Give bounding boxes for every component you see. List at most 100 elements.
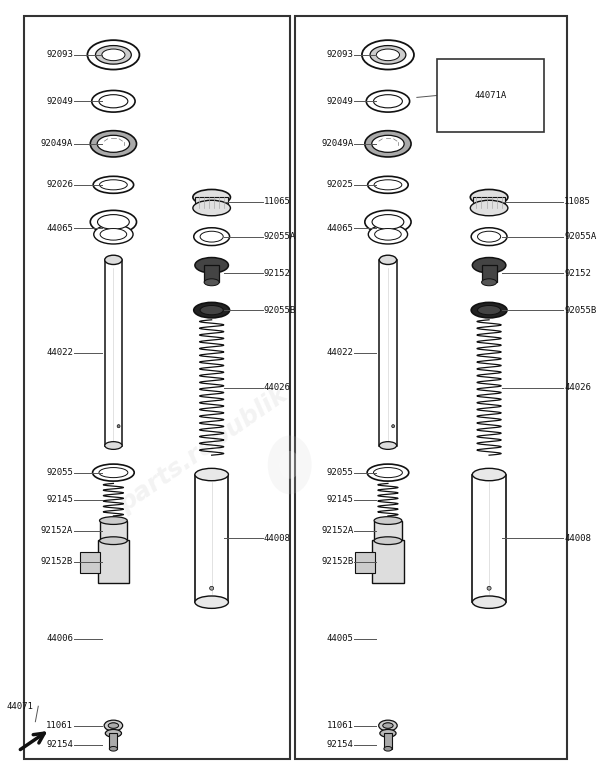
Bar	[204, 265, 219, 282]
Text: 92049: 92049	[46, 97, 73, 105]
Bar	[24, 16, 290, 759]
Ellipse shape	[200, 305, 223, 315]
Text: 92093: 92093	[326, 50, 353, 60]
Text: 92145: 92145	[326, 495, 353, 505]
Ellipse shape	[373, 95, 403, 108]
Ellipse shape	[372, 215, 404, 229]
Text: 92145: 92145	[46, 495, 73, 505]
Ellipse shape	[365, 210, 411, 233]
Ellipse shape	[99, 95, 128, 108]
Bar	[372, 540, 404, 583]
Ellipse shape	[472, 596, 506, 608]
Bar	[482, 265, 497, 282]
Ellipse shape	[195, 257, 229, 273]
Ellipse shape	[92, 464, 134, 481]
Text: 92026: 92026	[46, 181, 73, 189]
Ellipse shape	[100, 229, 127, 240]
Text: 44026: 44026	[263, 383, 290, 392]
Ellipse shape	[384, 746, 392, 751]
Text: 92049: 92049	[326, 97, 353, 105]
Bar	[374, 521, 402, 541]
Bar	[100, 521, 127, 541]
Text: 92152B: 92152B	[41, 557, 73, 566]
Text: 44022: 44022	[46, 348, 73, 357]
Ellipse shape	[106, 729, 121, 737]
Ellipse shape	[95, 46, 131, 64]
Ellipse shape	[470, 189, 508, 205]
Ellipse shape	[362, 40, 414, 70]
Ellipse shape	[374, 517, 402, 525]
Text: 44005: 44005	[326, 635, 353, 643]
Text: 11061: 11061	[326, 721, 353, 730]
Ellipse shape	[109, 746, 118, 751]
Text: 44065: 44065	[46, 224, 73, 232]
Ellipse shape	[383, 723, 392, 728]
Bar	[355, 552, 375, 574]
Ellipse shape	[104, 720, 122, 731]
Text: 11065: 11065	[263, 198, 290, 206]
Ellipse shape	[372, 136, 404, 153]
Text: 44065: 44065	[326, 224, 353, 232]
Circle shape	[268, 436, 311, 494]
Text: 92154: 92154	[46, 740, 73, 749]
Ellipse shape	[478, 305, 500, 315]
Ellipse shape	[100, 537, 127, 545]
Bar	[98, 540, 129, 583]
Text: 92154: 92154	[326, 740, 353, 749]
Ellipse shape	[102, 49, 125, 60]
Ellipse shape	[94, 225, 133, 244]
Ellipse shape	[209, 587, 214, 591]
Ellipse shape	[98, 215, 129, 229]
Text: 44008: 44008	[564, 534, 591, 542]
Text: parts.republik: parts.republik	[114, 382, 292, 517]
Ellipse shape	[370, 46, 406, 64]
Text: 44006: 44006	[46, 635, 73, 643]
Bar	[384, 733, 392, 749]
Ellipse shape	[367, 464, 409, 481]
Text: 92049A: 92049A	[321, 140, 353, 148]
Ellipse shape	[105, 442, 122, 449]
Ellipse shape	[99, 467, 128, 477]
Ellipse shape	[471, 228, 507, 246]
Text: 92055B: 92055B	[263, 305, 296, 315]
Ellipse shape	[392, 425, 395, 428]
Ellipse shape	[108, 723, 119, 728]
Text: 92055: 92055	[326, 468, 353, 477]
Bar	[196, 197, 228, 208]
Ellipse shape	[365, 131, 411, 157]
Bar	[195, 474, 229, 602]
Ellipse shape	[204, 279, 219, 286]
Text: 44022: 44022	[326, 348, 353, 357]
Bar	[80, 552, 100, 574]
Ellipse shape	[90, 131, 137, 157]
Bar	[473, 197, 505, 208]
Ellipse shape	[194, 302, 230, 318]
Text: 11085: 11085	[564, 198, 591, 206]
Ellipse shape	[100, 517, 127, 525]
Ellipse shape	[383, 723, 393, 728]
Text: 11061: 11061	[46, 721, 73, 730]
Bar	[109, 733, 118, 749]
Ellipse shape	[379, 255, 397, 264]
Ellipse shape	[117, 425, 120, 428]
Text: 92152B: 92152B	[321, 557, 353, 566]
Ellipse shape	[470, 200, 508, 215]
Ellipse shape	[379, 720, 397, 731]
Ellipse shape	[379, 442, 397, 449]
Bar	[105, 260, 122, 446]
Text: 44026: 44026	[564, 383, 591, 392]
Text: 44071: 44071	[7, 701, 34, 711]
Ellipse shape	[195, 596, 229, 608]
Ellipse shape	[482, 279, 497, 286]
Ellipse shape	[195, 468, 229, 480]
Text: 92055: 92055	[46, 468, 73, 477]
Bar	[472, 474, 506, 602]
Text: 92055B: 92055B	[564, 305, 596, 315]
Text: 92049A: 92049A	[41, 140, 73, 148]
Ellipse shape	[200, 231, 223, 242]
Ellipse shape	[472, 257, 506, 273]
Ellipse shape	[471, 302, 507, 318]
Text: 92055A: 92055A	[263, 232, 296, 241]
Ellipse shape	[373, 467, 403, 477]
Ellipse shape	[90, 210, 137, 233]
